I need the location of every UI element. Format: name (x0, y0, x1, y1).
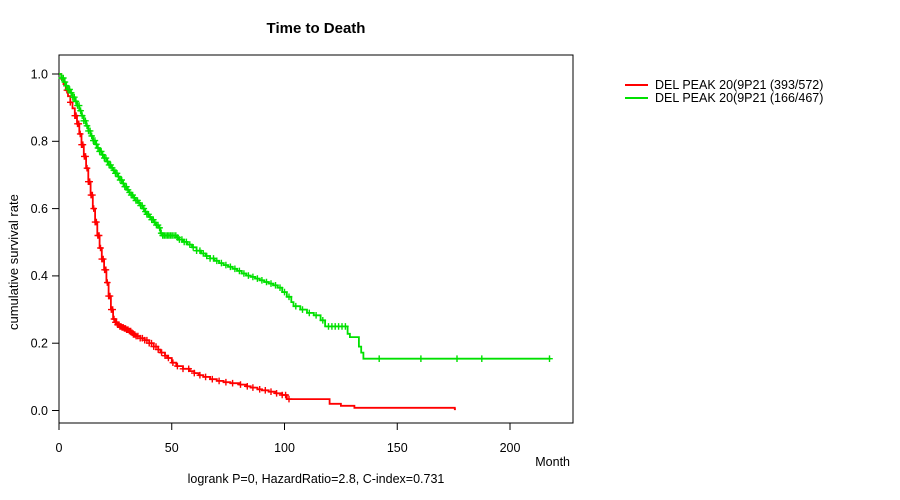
statistics-caption: logrank P=0, HazardRatio=2.8, C-index=0.… (187, 472, 445, 486)
legend-entry-green: DEL PEAK 20(9P21 (166/467) (625, 90, 824, 105)
x-tick-label: 150 (387, 441, 408, 455)
y-tick-label: 0.8 (31, 135, 48, 149)
x-tick-label: 100 (274, 441, 295, 455)
censor-marks-red (63, 86, 293, 403)
plot-title: Time to Death (266, 20, 366, 37)
legend-line-red-icon (625, 84, 648, 87)
legend-line-green-icon (625, 96, 648, 99)
legend: DEL PEAK 20(9P21 (393/572) DEL PEAK 20(9… (625, 78, 824, 105)
legend-label-red: DEL PEAK 20(9P21 (393/572) (655, 78, 824, 93)
y-tick-label: 1.0 (31, 67, 48, 81)
x-axis-unit-label: Month (535, 455, 570, 469)
survival-curve-green (59, 73, 551, 360)
x-tick-label: 200 (500, 441, 521, 455)
x-tick-label: 50 (165, 441, 179, 455)
censor-marks-green (58, 74, 553, 362)
y-axis-title: cumulative survival rate (6, 194, 21, 331)
y-tick-label: 0.0 (31, 404, 48, 418)
y-tick-label: 0.6 (31, 202, 48, 216)
y-tick-label: 0.2 (31, 337, 48, 351)
legend-entry-red: DEL PEAK 20(9P21 (393/572) (625, 78, 824, 93)
plot-frame (58, 54, 574, 424)
x-tick-label: 0 (56, 441, 63, 455)
legend-label-green: DEL PEAK 20(9P21 (166/467) (655, 90, 824, 105)
y-tick-label: 0.4 (31, 269, 48, 283)
